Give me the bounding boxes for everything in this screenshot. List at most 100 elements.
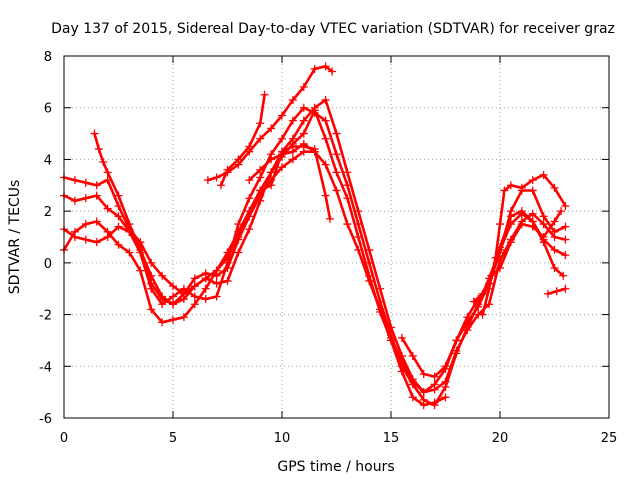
data-point <box>452 336 461 345</box>
data-point <box>310 103 319 112</box>
series-line <box>472 209 563 303</box>
data-point <box>561 222 570 231</box>
data-point <box>310 147 319 156</box>
data-point <box>332 150 341 159</box>
data-point <box>256 119 265 128</box>
data-point <box>288 155 297 164</box>
data-point <box>430 380 439 389</box>
data-point <box>397 333 406 342</box>
data-point <box>288 147 297 156</box>
data-point <box>81 178 90 187</box>
data-point <box>158 318 167 327</box>
data-point <box>256 165 265 174</box>
data-point <box>354 233 363 241</box>
data-point <box>561 201 570 210</box>
data-point <box>506 181 515 190</box>
data-point <box>478 289 487 298</box>
data-point <box>256 134 265 143</box>
data-point <box>147 258 156 267</box>
data-point <box>245 176 254 185</box>
data-point <box>419 388 428 397</box>
plot-frame <box>63 55 610 419</box>
data-point <box>267 124 276 133</box>
data-point <box>147 271 156 280</box>
data-point <box>550 217 559 226</box>
data-point <box>212 279 221 288</box>
data-point <box>539 233 548 241</box>
data-point <box>234 155 243 164</box>
data-point <box>550 245 559 254</box>
data-point <box>430 398 439 407</box>
data-point <box>94 145 103 154</box>
data-point <box>561 284 570 293</box>
data-point <box>408 351 417 360</box>
data-point <box>90 129 99 138</box>
data-point <box>419 370 428 379</box>
series-track-9 <box>397 186 570 381</box>
data-point <box>92 181 101 190</box>
data-point <box>397 351 406 360</box>
data-point <box>332 186 341 195</box>
data-point <box>528 176 537 185</box>
data-point <box>245 194 254 203</box>
data-point <box>114 212 123 221</box>
data-point <box>376 307 385 316</box>
data-point <box>256 196 265 205</box>
series-line <box>206 65 334 182</box>
y-tick-label: -2 <box>39 309 52 324</box>
data-point <box>147 305 156 314</box>
data-point <box>441 362 450 371</box>
y-tick-label: 4 <box>44 153 52 168</box>
data-point <box>325 214 334 223</box>
data-point <box>278 150 286 159</box>
data-point <box>278 163 286 172</box>
data-point <box>441 377 450 386</box>
grid <box>64 56 609 418</box>
data-point <box>278 111 286 120</box>
series-line <box>62 109 447 407</box>
data-point <box>223 165 232 174</box>
data-point <box>299 129 308 138</box>
data-point <box>223 253 232 262</box>
data-point <box>136 266 145 275</box>
data-point <box>321 134 330 143</box>
data-point <box>103 168 112 177</box>
data-point <box>70 176 79 185</box>
series-track-4 <box>60 106 450 410</box>
data-point <box>365 271 374 280</box>
data-point <box>487 271 496 280</box>
y-tick-label: 8 <box>44 50 52 65</box>
data-point <box>328 67 337 76</box>
data-point <box>321 160 330 169</box>
series-track-12 <box>469 207 566 306</box>
data-point <box>321 191 330 200</box>
y-tick-label: 2 <box>44 205 52 220</box>
x-tick-label: 20 <box>492 431 509 446</box>
data-point <box>528 209 537 218</box>
series-track-11 <box>543 284 570 298</box>
data-point <box>539 212 548 221</box>
series-track-7 <box>216 90 269 190</box>
data-point <box>321 62 330 71</box>
data-point <box>408 393 417 402</box>
x-tick-label: 15 <box>383 431 400 446</box>
data-point <box>158 271 167 280</box>
data-point <box>212 292 221 301</box>
data-point <box>491 253 500 262</box>
data-point <box>81 220 90 229</box>
data-point <box>103 227 112 236</box>
data-point <box>267 168 276 177</box>
x-tick-label: 25 <box>601 431 618 446</box>
data-point <box>552 287 561 296</box>
data-point <box>201 274 210 283</box>
data-point <box>267 155 276 164</box>
data-point <box>278 134 286 143</box>
data-point <box>539 170 548 179</box>
y-axis-label: SDTVAR / TECUs <box>7 180 23 295</box>
data-point <box>92 217 101 226</box>
data-point <box>387 336 395 345</box>
data-point <box>419 401 428 410</box>
data-point <box>365 245 374 254</box>
data-point <box>557 207 566 216</box>
data-point <box>561 235 570 244</box>
